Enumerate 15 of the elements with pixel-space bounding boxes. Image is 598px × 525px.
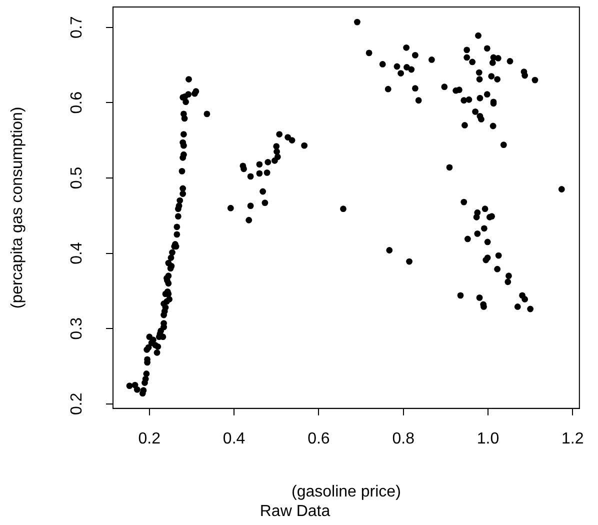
text: Raw Data xyxy=(260,502,330,520)
x-axis-title: (gasoline price) xyxy=(292,484,401,501)
x-tick-label: 0.8 xyxy=(392,430,415,448)
y-tick-label: 0.5 xyxy=(68,166,86,190)
x-tick-label: 0.6 xyxy=(308,430,330,448)
x-tick-label: 1.2 xyxy=(562,430,584,448)
y-axis-title: (percapita gas consumption) xyxy=(9,106,26,309)
y-tick-label: 0.2 xyxy=(68,392,86,416)
y-tick-label: 0.4 xyxy=(68,242,86,264)
x-tick-label: 1.0 xyxy=(476,430,500,448)
x-tick-label: 0.2 xyxy=(138,430,161,448)
y-tick-label: 0.6 xyxy=(68,91,86,114)
x-tick-label: 0.4 xyxy=(222,430,246,448)
y-tick-label: 0.7 xyxy=(68,16,86,38)
y-tick-label: 0.3 xyxy=(68,317,86,340)
